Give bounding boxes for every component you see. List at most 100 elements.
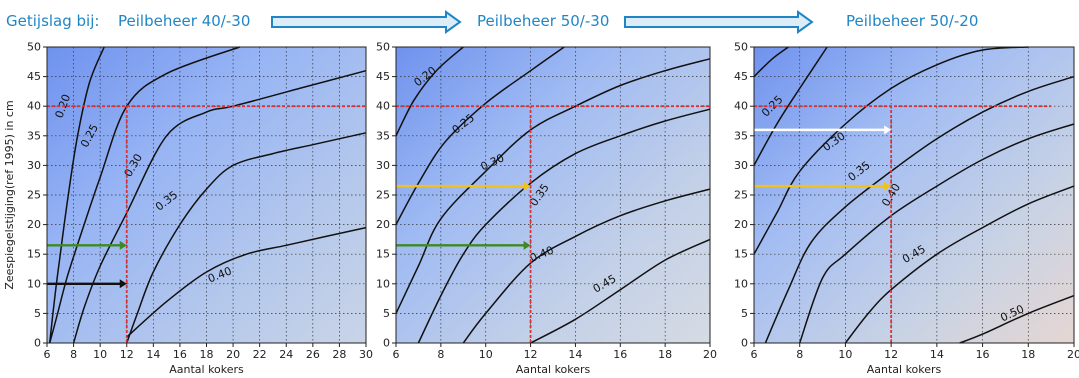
y-tick-label: 10 [734,277,748,290]
contour-line-0.45 [844,185,1075,344]
contour-line-0.30 [72,69,367,344]
y-tick-label: 35 [734,129,748,142]
arrow-head [523,240,531,250]
y-tick-label: 15 [27,248,41,261]
y-tick-label: 40 [734,100,748,113]
contour-line-0.20 [48,46,105,344]
chart-panel-1: 0.200.250.300.350.40 6 8 10 12 14 16 18 20 22 24 2… [3,41,373,377]
contour-line-0.40 [462,188,711,344]
y-tick-label: 45 [734,70,748,83]
guide-lines [47,105,366,343]
x-tick-label: 10 [838,348,852,361]
contour-line-0.25 [753,46,828,166]
x-tick-label: 14 [568,348,582,361]
x-tick-label: 30 [359,348,373,361]
header-label-peilbeheer-50-30: Peilbeheer 50/-30 [477,12,610,30]
arrows [47,240,127,289]
guide-lines [754,105,1052,343]
contour-line-0.30 [395,58,711,314]
header-flow-arrow-2 [624,10,814,34]
y-ticks: 0 5 10 15 20 25 30 35 40 45 50 [734,41,754,350]
x-tick-label: 16 [976,348,990,361]
y-axis-label: Zeespiegelstijging(ref 1995) in cm [3,100,16,289]
contour-line-0.50 [959,294,1075,344]
y-tick-label: 45 [27,70,41,83]
y-tick-label: 50 [27,41,41,54]
x-tick-label: 20 [226,348,240,361]
x-tick-label: 6 [44,348,51,361]
y-tick-label: 25 [27,189,41,202]
y-tick-label: 40 [27,100,41,113]
arrow-head [119,279,127,289]
arrows [396,181,531,250]
y-tick-label: 25 [734,189,748,202]
x-tick-label: 14 [930,348,944,361]
x-tick-label: 18 [658,348,672,361]
contour-line-0.20 [395,46,464,137]
y-tick-label: 0 [34,337,41,350]
x-tick-label: 24 [279,348,293,361]
x-tick-label: 22 [253,348,267,361]
y-ticks: 0 5 10 15 20 25 30 35 40 45 50 [27,41,47,350]
x-tick-label: 26 [306,348,320,361]
arrow-head [119,240,127,250]
x-axis-label: Aantal kokers [867,363,942,376]
y-tick-label: 5 [741,307,748,320]
x-tick-label: 28 [332,348,346,361]
contour-line-0.40 [798,123,1075,344]
x-ticks: 6 8 10 12 14 16 18 20 [751,343,1079,361]
x-tick-label: 16 [613,348,627,361]
flow-arrow-shape [271,10,462,34]
x-ticks: 6 8 10 12 14 16 18 20 22 24 26 28 30 [44,343,373,361]
y-tick-label: 35 [27,129,41,142]
x-tick-label: 18 [1021,348,1035,361]
x-tick-label: 12 [120,348,134,361]
y-tick-label: 25 [376,189,390,202]
x-tick-label: 12 [884,348,898,361]
arrow-head [523,181,531,191]
header-label-getijslag: Getijslag bij: [6,12,100,30]
x-tick-label: 20 [703,348,717,361]
x-tick-label: 20 [1067,348,1079,361]
contour-line-0.40 [126,226,367,338]
y-tick-label: 0 [741,337,748,350]
y-tick-label: 20 [376,218,390,231]
y-ticks: 0 5 10 15 20 25 30 35 40 45 50 [376,41,396,350]
header-label-peilbeheer-40-30: Peilbeheer 40/-30 [118,12,251,30]
x-ticks: 6 8 10 12 14 16 18 20 [393,343,717,361]
contour-line-0.45 [530,238,711,344]
x-tick-label: 8 [437,348,444,361]
y-tick-label: 30 [734,159,748,172]
x-tick-label: 8 [796,348,803,361]
header-flow-arrow-1 [271,10,462,34]
y-tick-label: 50 [376,41,390,54]
x-tick-label: 10 [479,348,493,361]
x-tick-label: 18 [200,348,214,361]
contour-line-0.25 [48,46,240,344]
arrows [754,125,892,191]
contour-line-0.20 [753,46,789,78]
x-axis-label: Aantal kokers [516,363,591,376]
x-tick-label: 16 [173,348,187,361]
header-label-peilbeheer-50-20: Peilbeheer 50/-20 [846,12,979,30]
x-tick-label: 12 [524,348,538,361]
y-tick-label: 35 [376,129,390,142]
x-tick-label: 10 [93,348,107,361]
contour-line-0.35 [126,132,367,344]
y-tick-label: 10 [27,277,41,290]
y-tick-label: 5 [383,307,390,320]
guide-lines [396,105,710,343]
x-tick-label: 8 [70,348,77,361]
y-tick-label: 40 [376,100,390,113]
chart-panel-3: 0.250.300.350.400.450.50 6 8 10 12 14 16 18 20 … [734,41,1079,377]
y-tick-label: 5 [34,307,41,320]
chart-panel-2: 0.200.250.300.350.400.45 6 8 10 12 14 16 18 20 … [376,41,717,377]
y-tick-label: 45 [376,70,390,83]
y-tick-label: 10 [376,277,390,290]
y-tick-label: 30 [376,159,390,172]
y-tick-label: 15 [734,248,748,261]
x-axis-label: Aantal kokers [169,363,244,376]
x-tick-label: 6 [751,348,758,361]
y-tick-label: 20 [734,218,748,231]
arrow-head [884,181,892,191]
